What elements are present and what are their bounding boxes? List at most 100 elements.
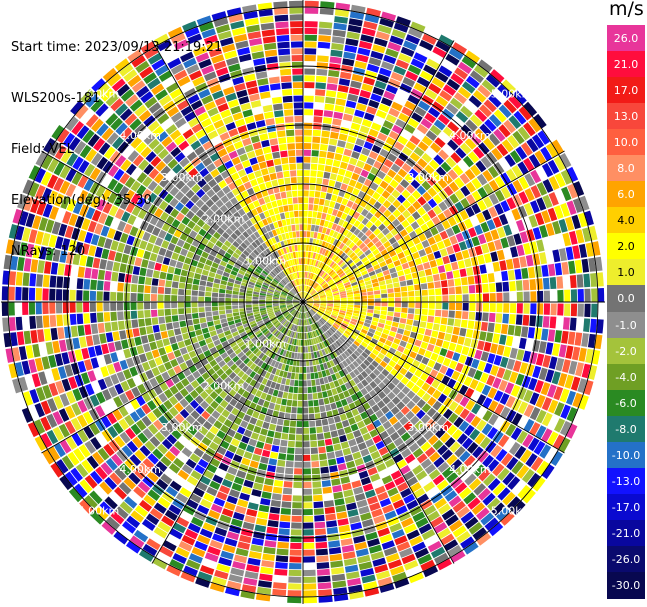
velocity-gate [435, 40, 451, 53]
velocity-gate [237, 387, 245, 396]
velocity-gate [217, 332, 225, 339]
velocity-gate [467, 367, 477, 378]
velocity-gate [389, 179, 399, 189]
velocity-gate [493, 128, 506, 142]
velocity-gate [560, 420, 572, 436]
velocity-gate [251, 208, 259, 217]
velocity-gate [106, 132, 119, 145]
velocity-gate [509, 441, 521, 456]
velocity-gate [416, 453, 428, 464]
velocity-gate [151, 349, 160, 359]
velocity-gate [314, 344, 319, 351]
velocity-gate [47, 190, 58, 205]
velocity-gate [487, 273, 495, 283]
velocity-gate [143, 133, 156, 145]
velocity-gate [341, 263, 348, 270]
velocity-gate [198, 307, 205, 313]
velocity-gate [578, 243, 588, 258]
velocity-gate [127, 74, 142, 88]
velocity-gate [300, 292, 303, 299]
velocity-gate [286, 129, 295, 137]
velocity-gate [422, 202, 432, 213]
velocity-gate [274, 310, 281, 315]
velocity-gate [263, 317, 270, 322]
velocity-gate [281, 433, 289, 440]
velocity-gate [59, 475, 73, 491]
velocity-gate [329, 317, 335, 323]
velocity-gate [117, 242, 126, 253]
velocity-gate [271, 261, 277, 268]
velocity-gate [249, 363, 257, 370]
velocity-gate [277, 390, 284, 398]
velocity-gate [245, 219, 253, 228]
velocity-gate [307, 393, 313, 400]
velocity-gate [409, 505, 422, 517]
velocity-gate [198, 366, 207, 375]
velocity-gate [305, 258, 308, 265]
velocity-gate [287, 296, 293, 299]
velocity-gate [77, 175, 89, 189]
velocity-gate [307, 217, 312, 224]
velocity-gate [517, 126, 531, 141]
velocity-gate [389, 416, 399, 426]
velocity-gate [358, 561, 373, 571]
velocity-gate [129, 454, 142, 467]
velocity-gate [9, 271, 17, 286]
velocity-gate [83, 313, 91, 324]
velocity-gate [282, 350, 287, 357]
velocity-gate [448, 253, 457, 263]
velocity-gate [564, 374, 574, 389]
velocity-gate [70, 417, 82, 431]
velocity-gate [125, 132, 138, 145]
velocity-gate [139, 327, 147, 336]
velocity-gate [303, 502, 313, 509]
velocity-gate [340, 126, 350, 135]
velocity-gate [234, 263, 241, 270]
velocity-gate [319, 363, 325, 371]
velocity-gate [372, 86, 385, 96]
velocity-gate [494, 203, 504, 215]
velocity-gate [210, 204, 219, 213]
velocity-gate [266, 216, 273, 224]
velocity-gate [362, 273, 370, 279]
velocity-gate [325, 404, 332, 412]
velocity-gate [308, 197, 314, 204]
velocity-gate [382, 504, 394, 514]
velocity-gate [198, 458, 209, 469]
velocity-gate [310, 372, 315, 380]
velocity-gate [341, 277, 349, 282]
velocity-gate [222, 115, 234, 125]
velocity-gate [281, 270, 287, 277]
velocity-gate [255, 318, 263, 323]
velocity-gate [512, 360, 522, 373]
velocity-gate [545, 143, 558, 158]
velocity-gate [233, 287, 240, 292]
velocity-gate [314, 314, 320, 320]
velocity-gate [500, 237, 509, 249]
velocity-gate [258, 413, 266, 421]
velocity-gate [273, 320, 279, 326]
velocity-gate [363, 359, 371, 367]
velocity-gate [210, 458, 221, 468]
velocity-gate [124, 414, 135, 427]
velocity-gate [250, 251, 258, 259]
velocity-gate [444, 333, 452, 342]
velocity-gate [345, 358, 352, 365]
velocity-gate [476, 532, 492, 546]
velocity-gate [433, 194, 443, 205]
velocity-gate [39, 246, 48, 260]
velocity-gate [130, 302, 137, 310]
velocity-gate [319, 327, 325, 334]
velocity-gate [270, 359, 277, 367]
velocity-gate [291, 259, 296, 266]
velocity-gate [386, 315, 393, 321]
velocity-gate [41, 154, 54, 170]
velocity-gate [365, 531, 378, 541]
velocity-gate [401, 297, 408, 302]
velocity-gate [313, 299, 320, 301]
velocity-gate [290, 290, 296, 295]
velocity-gate [332, 231, 339, 239]
velocity-gate [380, 164, 390, 174]
velocity-gate [190, 194, 200, 204]
velocity-gate [583, 273, 591, 288]
